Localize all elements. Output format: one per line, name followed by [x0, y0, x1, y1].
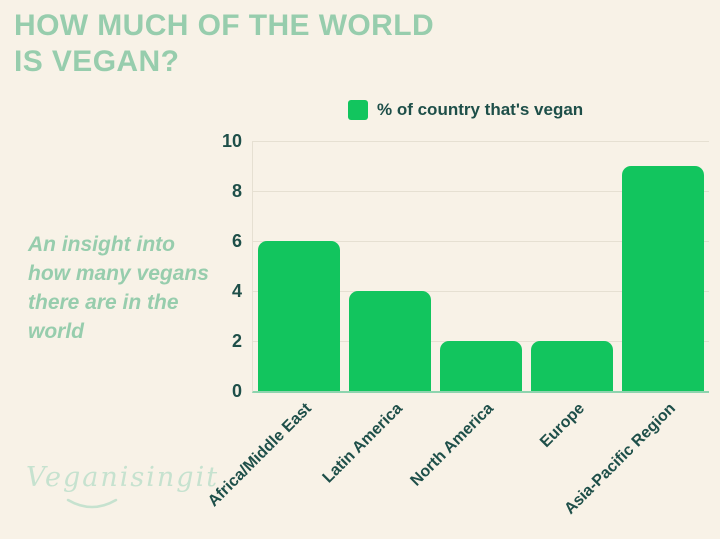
chart-description: An insight into how many vegans there ar… — [28, 230, 238, 346]
description-line: how many vegans — [28, 262, 209, 285]
bar-chart-plot-area — [252, 141, 709, 393]
bar-asia-pacific-region — [622, 166, 705, 391]
chart-legend: % of country that's vegan — [348, 100, 583, 120]
bar-north-america — [440, 341, 522, 391]
description-line: An insight into — [28, 233, 175, 256]
page-title-line2: IS VEGAN? — [14, 45, 180, 78]
y-axis-tick-label-6: 6 — [231, 231, 242, 251]
bar-africa-middle-east — [257, 241, 340, 391]
brand-logo: Veganisingit — [26, 462, 220, 493]
page-title: HOW MUCH OF THE WORLD IS VEGAN? — [14, 8, 494, 80]
y-axis-tick-label-0: 0 — [231, 381, 242, 401]
y-axis-tick-label-8: 8 — [231, 181, 242, 201]
description-line: world — [28, 320, 84, 343]
bar-latin-america — [348, 291, 431, 391]
y-axis-tick-label-10: 10 — [221, 131, 242, 151]
legend-label: % of country that's vegan — [377, 100, 584, 119]
legend-color-swatch — [348, 100, 368, 120]
description-line: there are in the — [28, 291, 179, 314]
gridline-y-6 — [253, 241, 709, 242]
gridline-y-4 — [253, 291, 709, 292]
page-title-line1: HOW MUCH OF THE WORLD — [14, 9, 435, 42]
gridline-y-8 — [253, 191, 709, 192]
gridline-y-10 — [253, 141, 709, 142]
logo-smile-icon — [66, 498, 118, 509]
y-axis-tick-label-2: 2 — [231, 331, 242, 351]
y-axis-tick-label-4: 4 — [231, 281, 242, 301]
bar-europe — [531, 341, 614, 391]
